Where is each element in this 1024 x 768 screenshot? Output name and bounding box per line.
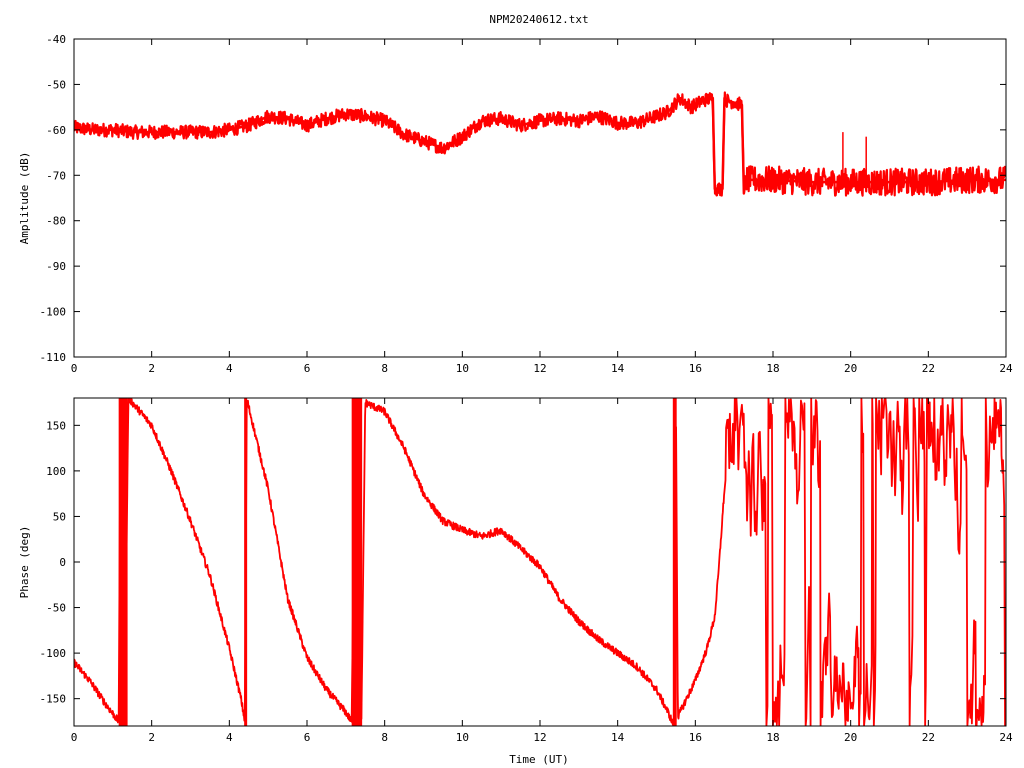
- amplitude-x-tick-label: 8: [381, 362, 388, 375]
- amplitude-x-tick-label: 0: [71, 362, 78, 375]
- amplitude-y-tick-label: -110: [40, 351, 67, 364]
- amplitude-series: [74, 91, 1006, 197]
- phase-plot-frame: [73, 397, 1007, 727]
- amplitude-x-tick-label: 24: [999, 362, 1013, 375]
- amplitude-panel: 0 2 4 6 8 10 12 14 16 18 20 22 24-40-50-60-70-80-90-…: [18, 33, 1013, 375]
- amplitude-y-tick-label: -50: [46, 78, 66, 91]
- phase-x-tick-label: 10: [456, 731, 469, 744]
- amplitude-y-tick-label: -40: [46, 33, 66, 46]
- phase-x-tick-label: 6: [304, 731, 311, 744]
- amplitude-axes: 0 2 4 6 8 10 12 14 16 18 20 22 24-40-50-60-70-80-90-…: [40, 33, 1013, 375]
- phase-x-tick-label: 8: [381, 731, 388, 744]
- phase-x-tick-label: 2: [148, 731, 155, 744]
- amplitude-x-tick-label: 22: [922, 362, 935, 375]
- amplitude-series-line: [74, 91, 1006, 197]
- phase-y-tick-label: 0: [59, 556, 66, 569]
- amplitude-x-tick-label: 14: [611, 362, 625, 375]
- phase-wrap-band: [351, 398, 363, 726]
- phase-y-tick-label: 100: [46, 465, 66, 478]
- phase-x-tick-label: 4: [226, 731, 233, 744]
- phase-x-axis-label: Time (UT): [509, 753, 569, 766]
- phase-y-tick-label: 150: [46, 419, 66, 432]
- phase-y-tick-label: -150: [40, 693, 67, 706]
- phase-series: [74, 398, 1006, 726]
- phase-x-tick-label: 18: [766, 731, 779, 744]
- phase-wrap-band: [118, 398, 128, 726]
- phase-panel: 0 2 4 6 8 10 12 14 16 18 20 22 24150100500-50-100-15…: [18, 397, 1013, 766]
- amplitude-x-tick-label: 18: [766, 362, 779, 375]
- phase-y-tick-label: -100: [40, 647, 67, 660]
- chart-title: NPM20240612.txt: [489, 13, 588, 26]
- phase-x-tick-label: 0: [71, 731, 78, 744]
- phase-x-tick-label: 12: [533, 731, 546, 744]
- amplitude-x-tick-label: 10: [456, 362, 469, 375]
- amplitude-x-tick-label: 20: [844, 362, 857, 375]
- phase-y-axis-label: Phase (deg): [18, 526, 31, 599]
- phase-wrap-band: [672, 398, 677, 726]
- phase-x-tick-label: 16: [689, 731, 702, 744]
- amplitude-y-tick-label: -90: [46, 260, 66, 273]
- amplitude-x-tick-label: 12: [533, 362, 546, 375]
- phase-x-tick-label: 22: [922, 731, 935, 744]
- amplitude-y-tick-label: -80: [46, 215, 66, 228]
- amplitude-y-tick-label: -70: [46, 169, 66, 182]
- amplitude-base-line: [74, 96, 1006, 195]
- amplitude-x-tick-label: 16: [689, 362, 702, 375]
- phase-y-tick-label: -50: [46, 602, 66, 615]
- phase-x-tick-label: 20: [844, 731, 857, 744]
- amplitude-x-tick-label: 2: [148, 362, 155, 375]
- amplitude-y-tick-label: -100: [40, 306, 67, 319]
- amplitude-y-axis-label: Amplitude (dB): [18, 152, 31, 245]
- phase-x-tick-label: 24: [999, 731, 1013, 744]
- phase-series-line: [74, 398, 1006, 726]
- phase-x-tick-label: 14: [611, 731, 625, 744]
- phase-axes: 0 2 4 6 8 10 12 14 16 18 20 22 24150100500-50-100-15…: [40, 398, 1013, 744]
- amplitude-x-tick-label: 4: [226, 362, 233, 375]
- amplitude-x-tick-label: 6: [304, 362, 311, 375]
- amplitude-y-tick-label: -60: [46, 124, 66, 137]
- phase-y-tick-label: 50: [53, 510, 66, 523]
- amplitude-plot-frame: [73, 38, 1007, 358]
